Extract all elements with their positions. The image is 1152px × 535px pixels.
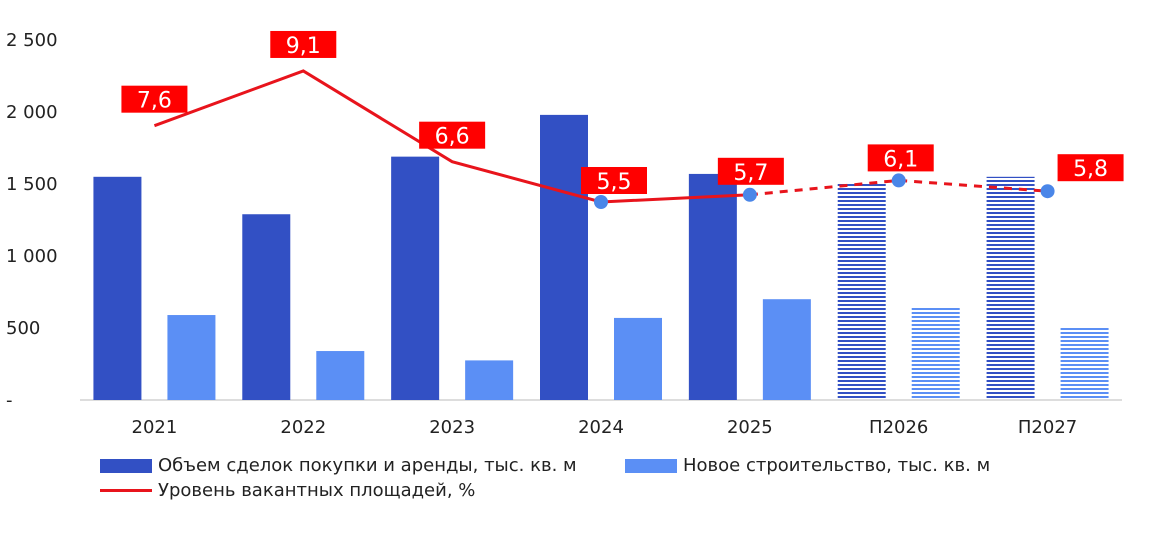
- bar-construction: [167, 315, 216, 400]
- y-tick-label: 1 500: [6, 174, 58, 195]
- vacancy-data-label-box: [419, 121, 486, 149]
- bar-construction: [1060, 328, 1109, 400]
- legend-label-construction: Новое строительство, тыс. кв. м: [683, 455, 991, 476]
- vacancy-data-label-box: [867, 144, 934, 172]
- x-tick-label: 2023: [429, 417, 475, 438]
- bar-construction: [614, 317, 662, 400]
- bar-construction: [316, 351, 365, 400]
- x-tick-label: П2027: [1018, 417, 1077, 438]
- bar-deals: [93, 176, 142, 400]
- x-tick-label: 2022: [280, 417, 326, 438]
- legend-item-vacancy: Уровень вакантных площадей, %: [100, 480, 475, 501]
- x-tick-label: 2021: [132, 417, 178, 438]
- vacancy-data-label-box: [1057, 154, 1124, 182]
- x-tick-label: 2025: [727, 417, 773, 438]
- legend-label-deals: Объем сделок покупки и аренды, тыс. кв. …: [158, 455, 577, 476]
- vacancy-marker: [1040, 184, 1055, 199]
- bar-construction: [762, 299, 811, 400]
- bar-deals: [242, 214, 291, 400]
- vacancy-data-label: 7,6: [137, 89, 172, 114]
- bar-deals: [986, 176, 1035, 400]
- y-tick-label: 2 000: [6, 102, 58, 123]
- legend-swatch-deals: [100, 458, 152, 473]
- vacancy-line-forecast: [749, 178, 1048, 197]
- vacancy-data-label: 6,1: [883, 147, 918, 172]
- vacancy-line: [153, 69, 750, 204]
- bar-deals: [688, 173, 737, 400]
- bar-construction: [911, 307, 960, 400]
- y-tick-label: -: [6, 390, 13, 411]
- vacancy-marker: [742, 187, 757, 202]
- legend-swatch-vacancy: [100, 489, 152, 492]
- vacancy-data-label-box: [121, 85, 188, 113]
- x-tick-label: П2026: [869, 417, 928, 438]
- vacancy-data-label: 9,1: [286, 34, 321, 59]
- bar-construction: [465, 360, 514, 400]
- y-tick-label: 1 000: [6, 246, 58, 267]
- vacancy-data-label: 6,6: [435, 125, 470, 150]
- legend-item-construction: Новое строительство, тыс. кв. м: [625, 455, 990, 476]
- vacancy-data-label: 5,5: [597, 170, 632, 195]
- vacancy-data-label: 5,8: [1073, 157, 1108, 182]
- vacancy-data-label: 5,7: [733, 161, 768, 186]
- bar-deals: [391, 156, 440, 400]
- legend-label-vacancy: Уровень вакантных площадей, %: [158, 480, 476, 501]
- y-tick-label: 2 500: [6, 30, 58, 51]
- legend-item-deals: Объем сделок покупки и аренды, тыс. кв. …: [100, 455, 577, 476]
- x-tick-label: 2024: [578, 417, 624, 438]
- bar-deals: [540, 114, 588, 400]
- vacancy-data-label-box: [270, 30, 337, 58]
- y-tick-label: 500: [6, 318, 40, 339]
- vacancy-data-label-box: [581, 167, 647, 194]
- vacancy-marker: [594, 195, 608, 209]
- vacancy-data-label-box: [717, 157, 784, 185]
- bar-deals: [837, 184, 886, 400]
- vacancy-marker: [891, 173, 906, 188]
- legend-swatch-construction: [625, 458, 677, 473]
